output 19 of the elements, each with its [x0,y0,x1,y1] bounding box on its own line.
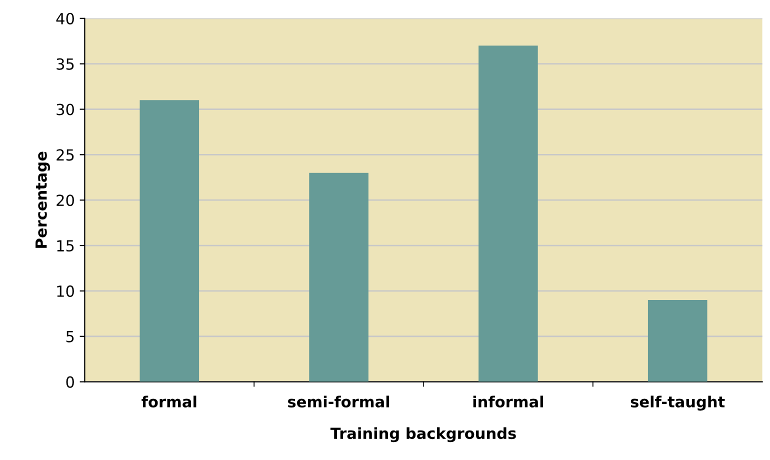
y-tick-label: 40 [56,12,74,24]
y-tick-label: 30 [56,104,74,116]
y-tick-label: 25 [56,149,74,161]
y-tick-label: 15 [57,240,74,252]
y-tick-label: 10 [57,285,74,297]
x-tick-label: informal [473,396,544,408]
y-tick-label: 0 [66,376,74,388]
y-tick-label: 35 [56,58,74,70]
y-tick-label: 20 [56,194,74,206]
y-axis-title: Percentage [36,152,50,248]
bar [140,100,200,382]
y-tick-label: 5 [66,331,74,342]
x-tick-label: formal [142,396,196,408]
bar [309,172,368,382]
x-tick-label: self-taught [630,396,725,411]
bar [648,300,708,382]
x-tick-label: semi-formal [288,396,390,408]
x-axis-title: Training backgrounds [330,427,516,442]
bar [478,46,538,382]
